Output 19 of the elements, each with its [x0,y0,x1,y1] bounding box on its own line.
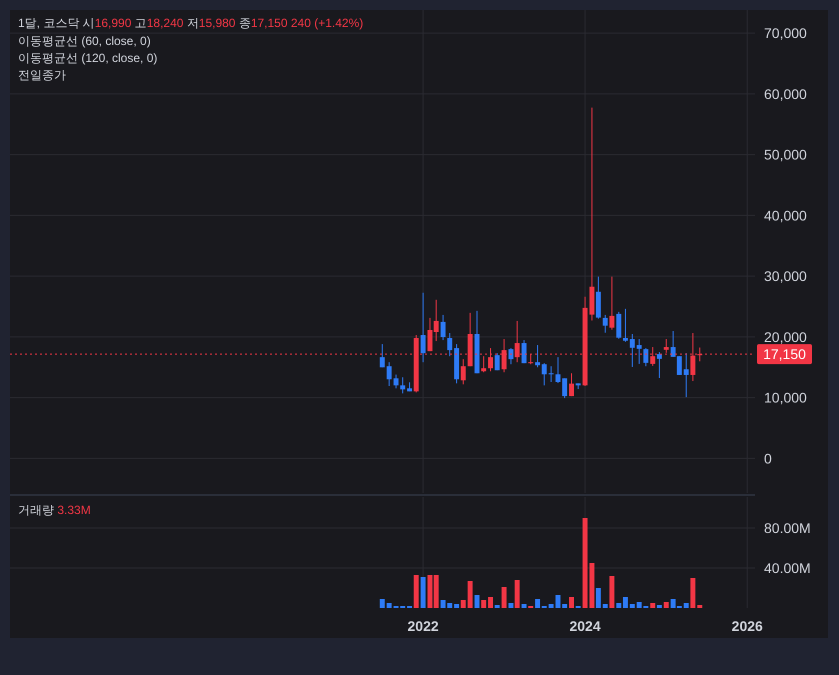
xtick: 2026 [732,618,763,634]
ytick: 80.00M [764,520,811,536]
ytick: 30,000 [764,268,807,284]
ytick: 60,000 [764,86,807,102]
ytick: 0 [764,450,772,466]
annotation: 전일종가 [18,68,66,82]
ytick: 50,000 [764,146,807,163]
ytick: 40,000 [764,207,807,224]
ytick: 10,000 [764,390,807,406]
xtick: 2024 [569,618,601,634]
ytick: 70,000 [764,25,807,42]
title: 거래량 3.33M [18,503,91,517]
title: 1달, 코스닥 시16,990 고18,240 저15,980 종17,150 240 (+1.42%) [18,16,364,30]
annotation: 이동평균선 (60, close, 0) [18,34,151,48]
ytick: 20,000 [764,328,807,345]
ref-label: 17,150 [763,346,806,362]
xtick: 2022 [408,618,439,634]
ytick: 40.00M [764,560,811,576]
annotation: 이동평균선 (120, close, 0) [18,51,158,65]
